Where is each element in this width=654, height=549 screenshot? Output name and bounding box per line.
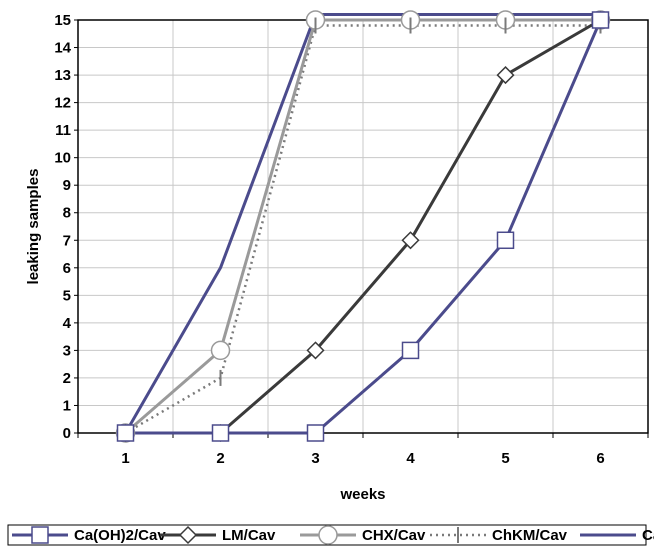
y-tick-label: 10 <box>54 150 71 167</box>
legend-label: LM/Cav <box>222 527 276 544</box>
square-marker <box>116 424 135 442</box>
x-axis-ticks: 1 2 3 4 5 6 <box>77 433 649 467</box>
y-tick-label: 5 <box>63 287 71 304</box>
square-marker <box>496 231 515 250</box>
y-tick-label: 15 <box>54 12 71 29</box>
x-axis-title: weeks <box>339 486 385 503</box>
y-tick-label: 8 <box>63 205 71 222</box>
x-tick-label: 4 <box>406 450 415 467</box>
y-tick-label: 6 <box>63 260 71 277</box>
x-tick-label: 1 <box>121 450 129 467</box>
x-tick-label: 3 <box>311 450 319 467</box>
y-tick-label: 3 <box>63 342 71 359</box>
y-tick-label: 4 <box>63 315 72 332</box>
legend-label: ChKM/Cav <box>492 527 568 544</box>
x-tick-label: 2 <box>216 450 224 467</box>
square-marker <box>211 424 230 442</box>
diamond-marker <box>496 66 515 85</box>
legend-label: Ca(OH)2/Cav <box>74 527 166 544</box>
diamond-marker <box>178 525 198 545</box>
y-tick-label: 1 <box>63 397 71 414</box>
y-tick-label: 7 <box>63 232 71 249</box>
square-marker <box>31 526 49 544</box>
square-marker <box>401 341 420 360</box>
series-line-0 <box>125 19 602 435</box>
series-line-3 <box>124 24 601 435</box>
square-marker <box>591 11 610 29</box>
diamond-marker <box>401 231 420 250</box>
x-tick-label: 5 <box>501 450 509 467</box>
x-tick-label: 6 <box>596 450 604 467</box>
y-tick-label: 9 <box>63 177 71 194</box>
series-lines <box>124 12 602 435</box>
diamond-marker <box>306 341 325 360</box>
y-axis-title: leaking samples <box>25 169 42 285</box>
circle-marker <box>210 340 231 361</box>
y-tick-label: 2 <box>63 370 71 387</box>
legend-label: CHX/Cav <box>362 527 426 544</box>
circle-marker <box>318 525 338 545</box>
series-line-4 <box>124 12 601 434</box>
y-tick-label: 0 <box>63 425 71 442</box>
y-tick-label: 12 <box>54 95 71 112</box>
legend: Ca(OH)2/Cav LM/Cav CHX/Cav ChKM/Cav Cav <box>7 524 654 546</box>
y-tick-label: 13 <box>54 67 71 84</box>
series-markers <box>115 10 611 443</box>
square-marker <box>306 424 325 442</box>
series-line-2 <box>124 18 601 435</box>
y-tick-label: 14 <box>54 40 71 57</box>
legend-label: Cav <box>642 527 654 544</box>
y-tick-label: 11 <box>55 122 71 139</box>
grid <box>77 19 649 434</box>
